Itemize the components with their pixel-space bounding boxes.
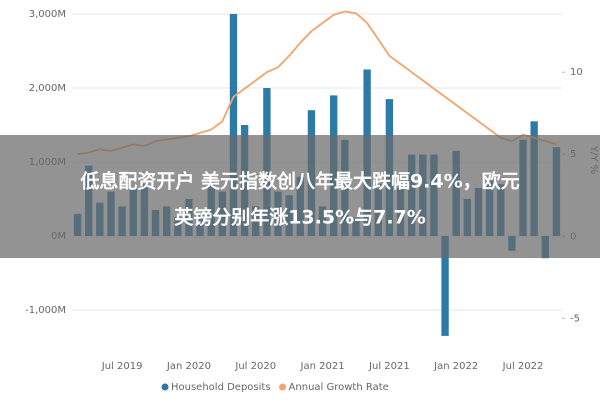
x-tick-label: Jan 2021: [300, 361, 345, 372]
banner-line: 低息配资开户 美元指数创八年最大跌幅9.4%，欧元: [79, 170, 519, 193]
x-tick-label: Jan 2020: [166, 361, 211, 372]
x-tick-label: Jul 2020: [234, 361, 276, 372]
x-tick-label: Jul 2021: [368, 361, 410, 372]
bar: [229, 14, 238, 236]
y-tick-label: 3,000M: [29, 9, 66, 20]
y2-tick-label: 10: [570, 67, 583, 78]
y2-tick-label: -5: [570, 313, 580, 324]
legend-swatch: [161, 383, 169, 391]
bar: [441, 236, 449, 336]
banner-line: 英镑分别年涨13.5%与7.7%: [174, 206, 426, 229]
x-tick-label: Jul 2019: [101, 361, 143, 372]
line: [77, 10, 557, 156]
legend-swatch: [279, 383, 287, 391]
legend-label: Household Deposits: [171, 382, 271, 393]
x-tick-label: Jul 2022: [502, 361, 544, 372]
banner: [0, 135, 600, 258]
y-tick-label: 2,000M: [29, 83, 66, 94]
y-tick-label: -1,000M: [25, 305, 66, 316]
x-tick-label: Jan 2022: [433, 361, 478, 372]
legend-label: Annual Growth Rate: [289, 382, 389, 393]
